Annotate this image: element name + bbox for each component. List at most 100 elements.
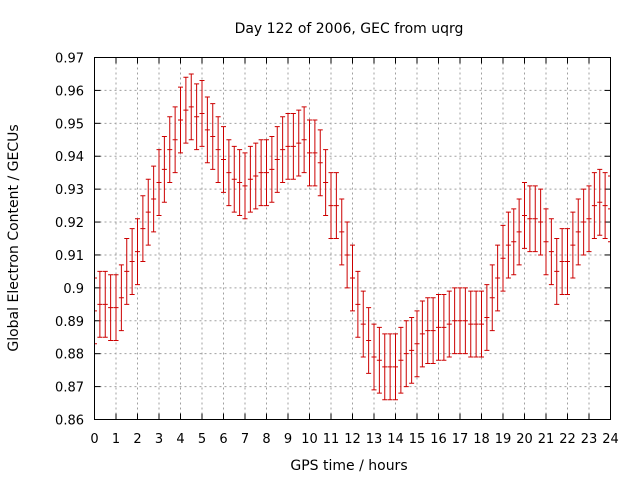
error-bar-point bbox=[484, 284, 490, 351]
grid-layer bbox=[94, 57, 611, 420]
x-tick-label: 23 bbox=[581, 432, 598, 447]
error-bar-point bbox=[129, 228, 135, 295]
error-bar-point bbox=[301, 106, 307, 174]
error-bar-point bbox=[441, 293, 447, 361]
x-tick-label: 21 bbox=[538, 432, 555, 447]
y-tick-label: 0.93 bbox=[55, 183, 84, 198]
error-bar-point bbox=[473, 290, 479, 358]
error-bar-point bbox=[457, 287, 463, 355]
error-bar-point bbox=[312, 119, 318, 187]
y-tick-label: 0.88 bbox=[55, 348, 84, 363]
y-tick-label: 0.94 bbox=[55, 150, 84, 165]
error-bar-point bbox=[602, 172, 608, 239]
x-tick-label: 3 bbox=[155, 432, 163, 447]
error-bar-point bbox=[296, 109, 302, 177]
x-axis-title: GPS time / hours bbox=[290, 458, 407, 474]
error-bar-point bbox=[231, 145, 237, 213]
error-bar-point bbox=[215, 116, 221, 184]
y-tick-label: 0.92 bbox=[55, 216, 84, 231]
error-bar-point bbox=[403, 320, 409, 388]
error-bar-point bbox=[178, 86, 183, 154]
x-tick-label: 24 bbox=[602, 432, 619, 447]
x-tick-label: 9 bbox=[284, 432, 292, 447]
error-bar-point bbox=[269, 135, 275, 203]
error-bar-point bbox=[366, 307, 372, 374]
error-bar-point bbox=[188, 73, 194, 141]
error-bar-point bbox=[559, 228, 565, 295]
y-tick-label: 0.9 bbox=[63, 282, 84, 297]
y-tick-label: 0.87 bbox=[55, 381, 84, 396]
x-tick-label: 4 bbox=[176, 432, 184, 447]
error-bar-point bbox=[221, 126, 226, 193]
x-tick-label: 1 bbox=[112, 432, 120, 447]
error-bar-point bbox=[387, 333, 393, 401]
error-bar-point bbox=[591, 172, 597, 239]
x-tick-label: 11 bbox=[323, 432, 340, 447]
error-bar-point bbox=[382, 333, 388, 401]
error-bar-point bbox=[505, 211, 511, 279]
error-bar-point bbox=[280, 116, 286, 184]
error-bar-point bbox=[511, 208, 517, 276]
error-bar-point bbox=[554, 238, 560, 305]
y-tick-label: 0.89 bbox=[55, 315, 84, 330]
error-bar-point bbox=[118, 264, 124, 332]
error-bar-point bbox=[446, 290, 452, 358]
error-bar-point bbox=[393, 333, 398, 401]
error-bar-point bbox=[317, 129, 323, 197]
error-bar-point bbox=[398, 326, 404, 394]
error-bar-point bbox=[199, 80, 205, 147]
error-bar-point bbox=[242, 152, 248, 220]
error-bar-point bbox=[479, 290, 484, 358]
y-tick-label: 0.91 bbox=[55, 249, 84, 264]
error-bar-point bbox=[290, 112, 296, 180]
error-bar-point bbox=[113, 274, 119, 342]
error-bar-point bbox=[570, 211, 576, 279]
error-bar-point bbox=[452, 287, 458, 355]
error-bar-point bbox=[532, 185, 538, 253]
error-bar-point bbox=[355, 270, 361, 338]
x-tick-label: 20 bbox=[516, 432, 533, 447]
error-bar-point bbox=[161, 135, 167, 203]
error-bar-point bbox=[328, 172, 334, 239]
error-bar-point bbox=[156, 149, 162, 216]
x-tick-label: 0 bbox=[90, 432, 98, 447]
error-bar-point bbox=[274, 126, 280, 193]
y-tick-label: 0.86 bbox=[55, 414, 84, 429]
x-tick-label: 10 bbox=[301, 432, 318, 447]
x-tick-label: 7 bbox=[241, 432, 249, 447]
error-bar-point bbox=[376, 326, 382, 394]
error-bar-point bbox=[489, 264, 495, 332]
error-bar-point bbox=[548, 218, 554, 286]
error-bar-point bbox=[237, 149, 243, 216]
error-bar-point bbox=[247, 145, 253, 213]
error-bar-point bbox=[204, 96, 210, 164]
error-bar-point bbox=[253, 142, 259, 210]
error-bar-point bbox=[183, 76, 189, 144]
error-bar-point bbox=[360, 290, 366, 358]
x-tick-label: 13 bbox=[366, 432, 383, 447]
error-bar-point bbox=[409, 316, 415, 384]
error-bar-point bbox=[135, 218, 140, 286]
error-bar-point bbox=[597, 168, 603, 236]
x-tick-label: 17 bbox=[452, 432, 469, 447]
x-tick-label: 15 bbox=[409, 432, 426, 447]
x-tick-label: 5 bbox=[198, 432, 206, 447]
error-bar-point bbox=[522, 182, 527, 249]
error-bar-point bbox=[172, 106, 178, 174]
error-bar-point bbox=[581, 188, 587, 256]
error-bar-point bbox=[500, 224, 506, 292]
y-axis-title: Global Electron Content / GECUs bbox=[6, 124, 22, 351]
error-bar-point bbox=[145, 178, 151, 246]
error-bar-point bbox=[565, 228, 570, 295]
plot-frame bbox=[94, 57, 611, 420]
error-bar-point bbox=[419, 300, 425, 368]
error-bar-point bbox=[323, 149, 329, 216]
error-bar-point bbox=[307, 119, 312, 187]
error-bar-point bbox=[462, 287, 468, 355]
error-bar-point bbox=[210, 103, 216, 170]
error-bar-point bbox=[124, 238, 130, 305]
chart-title: Day 122 of 2006, GEC from uqrg bbox=[235, 21, 464, 37]
error-bar-point bbox=[264, 139, 269, 207]
error-bar-point bbox=[538, 188, 544, 256]
x-tick-label: 8 bbox=[262, 432, 270, 447]
